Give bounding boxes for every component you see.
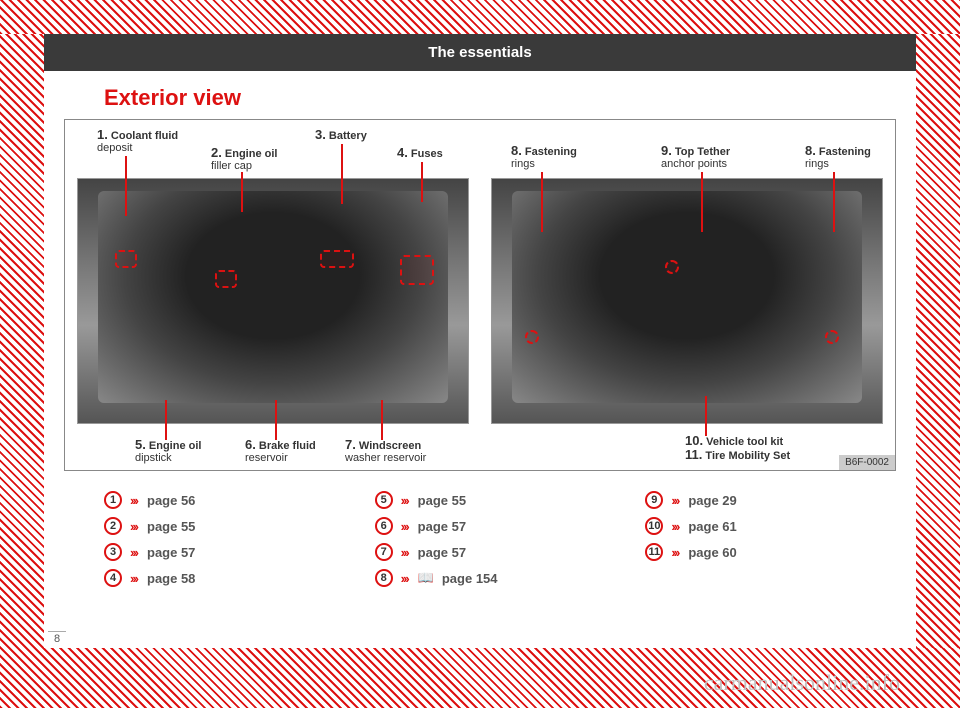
watermark: carmanualsonline.info — [704, 670, 900, 696]
hatch-border-left — [0, 0, 44, 708]
leader-8a — [541, 172, 543, 232]
callout-6: 6. Brake fluid reservoir — [245, 438, 316, 464]
callout-8b: 8. Fastening rings — [805, 144, 871, 170]
leader-6 — [275, 400, 277, 440]
legend-row[interactable]: 8 ››› 📖 page 154 — [375, 565, 586, 591]
legend-page-ref: page 55 — [147, 519, 195, 534]
chevron-icon: ››› — [401, 493, 408, 508]
callout-10-11: 10. Vehicle tool kit 11. Tire Mobility S… — [685, 434, 790, 463]
chevron-icon: ››› — [671, 545, 678, 560]
legend-row[interactable]: 6 ››› page 57 — [375, 513, 586, 539]
legend-bubble: 5 — [375, 491, 393, 509]
callout-5: 5. Engine oil dipstick — [135, 438, 201, 464]
hatch-border-right — [916, 0, 960, 708]
legend-bubble: 8 — [375, 569, 393, 587]
legend-bubble: 3 — [104, 543, 122, 561]
legend: 1 ››› page 56 2 ››› page 55 3 ››› page 57 4 ››› pag… — [44, 471, 916, 591]
spot-8b — [825, 330, 839, 344]
leader-5 — [165, 400, 167, 440]
figure-code: B6F-0002 — [839, 455, 895, 470]
legend-page-ref: page 154 — [442, 571, 498, 586]
legend-row[interactable]: 1 ››› page 56 — [104, 487, 315, 513]
legend-row[interactable]: 5 ››› page 55 — [375, 487, 586, 513]
leader-4 — [421, 162, 423, 202]
page-title-bar: The essentials — [44, 34, 916, 71]
legend-page-ref: page 57 — [147, 545, 195, 560]
callout-4: 4. Fuses — [397, 146, 443, 160]
legend-row[interactable]: 11 ››› page 60 — [645, 539, 856, 565]
spot-2 — [215, 270, 237, 288]
legend-row[interactable]: 10 ››› page 61 — [645, 513, 856, 539]
legend-bubble: 1 — [104, 491, 122, 509]
callout-8a: 8. Fastening rings — [511, 144, 577, 170]
leader-8b — [833, 172, 835, 232]
legend-page-ref: page 29 — [688, 493, 736, 508]
legend-page-ref: page 61 — [688, 519, 736, 534]
chevron-icon: ››› — [130, 571, 137, 586]
leader-1 — [125, 156, 127, 216]
leader-7 — [381, 400, 383, 440]
book-icon: 📖 — [418, 570, 434, 586]
spot-1 — [115, 250, 137, 268]
legend-bubble: 6 — [375, 517, 393, 535]
spot-4 — [400, 255, 434, 285]
legend-page-ref: page 58 — [147, 571, 195, 586]
legend-row[interactable]: 9 ››› page 29 — [645, 487, 856, 513]
page-number: 8 — [48, 631, 66, 646]
callout-1: 1. Coolant fluid deposit — [97, 128, 178, 154]
callout-2: 2. Engine oil filler cap — [211, 146, 277, 172]
section-title: Exterior view — [44, 71, 916, 119]
legend-bubble: 11 — [645, 543, 663, 561]
legend-row[interactable]: 3 ››› page 57 — [104, 539, 315, 565]
engine-bay-photo — [77, 178, 469, 424]
legend-page-ref: page 57 — [418, 545, 466, 560]
legend-bubble: 2 — [104, 517, 122, 535]
chevron-icon: ››› — [130, 493, 137, 508]
legend-bubble: 7 — [375, 543, 393, 561]
boot-photo — [491, 178, 883, 424]
spot-3 — [320, 250, 354, 268]
figure-exterior-view: 1. Coolant fluid deposit 2. Engine oil f… — [64, 119, 896, 471]
chevron-icon: ››› — [130, 545, 137, 560]
leader-2 — [241, 172, 243, 212]
chevron-icon: ››› — [130, 519, 137, 534]
spot-9 — [665, 260, 679, 274]
legend-row[interactable]: 2 ››› page 55 — [104, 513, 315, 539]
chevron-icon: ››› — [401, 571, 408, 586]
page-body: The essentials Exterior view 1. Coolant … — [44, 34, 916, 648]
leader-10 — [705, 396, 707, 436]
legend-page-ref: page 60 — [688, 545, 736, 560]
callout-3: 3. Battery — [315, 128, 367, 142]
legend-page-ref: page 56 — [147, 493, 195, 508]
legend-page-ref: page 55 — [418, 493, 466, 508]
callout-9: 9. Top Tether anchor points — [661, 144, 730, 170]
leader-9 — [701, 172, 703, 232]
callout-7: 7. Windscreen washer reservoir — [345, 438, 426, 464]
legend-row[interactable]: 4 ››› page 58 — [104, 565, 315, 591]
legend-bubble: 4 — [104, 569, 122, 587]
hatch-border-top — [0, 0, 960, 34]
chevron-icon: ››› — [401, 545, 408, 560]
legend-page-ref: page 57 — [418, 519, 466, 534]
legend-col-1: 1 ››› page 56 2 ››› page 55 3 ››› page 57 4 ››› pag… — [104, 487, 315, 591]
chevron-icon: ››› — [671, 519, 678, 534]
legend-bubble: 9 — [645, 491, 663, 509]
chevron-icon: ››› — [401, 519, 408, 534]
leader-3 — [341, 144, 343, 204]
chevron-icon: ››› — [671, 493, 678, 508]
legend-bubble: 10 — [645, 517, 663, 535]
legend-col-2: 5 ››› page 55 6 ››› page 57 7 ››› page 57 8 ››› 📖 p… — [375, 487, 586, 591]
legend-row[interactable]: 7 ››› page 57 — [375, 539, 586, 565]
legend-col-3: 9 ››› page 29 10 ››› page 61 11 ››› page 60 — [645, 487, 856, 591]
spot-8a — [525, 330, 539, 344]
